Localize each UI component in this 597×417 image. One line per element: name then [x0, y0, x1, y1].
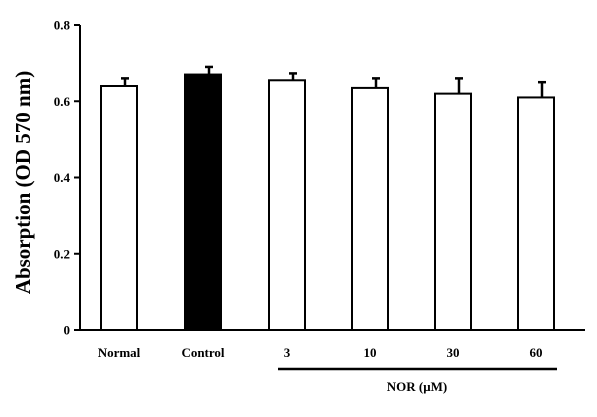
y-tick-label: 0.6	[54, 94, 71, 109]
y-tick-label: 0.2	[54, 246, 70, 261]
x-tick-label: 30	[447, 345, 460, 360]
category-labels: Normal Control 3 10 30 60	[98, 345, 543, 360]
bars	[100, 73, 555, 331]
y-axis-label: Absorption (OD 570 nm)	[11, 71, 35, 294]
bar-60	[517, 96, 555, 331]
y-tick-label: 0	[64, 323, 71, 338]
bar-normal	[100, 85, 138, 331]
bar-10	[351, 86, 389, 331]
x-tick-label: 10	[364, 345, 377, 360]
error-bars	[121, 65, 546, 98]
y-tick-label: 0.4	[54, 170, 71, 185]
x-tick-label: 60	[530, 345, 543, 360]
y-axis: 0 0.2 0.4 0.6 0.8	[54, 18, 81, 338]
x-tick-label: Control	[181, 345, 224, 360]
bar-3	[268, 79, 306, 331]
group-label: NOR (μM)	[387, 379, 447, 394]
x-tick-label: 3	[284, 345, 291, 360]
y-tick-label: 0.8	[54, 18, 71, 33]
group-annotation: NOR (μM)	[278, 367, 557, 394]
bar-control	[184, 73, 222, 331]
x-tick-label: Normal	[98, 345, 141, 360]
bar-30	[434, 92, 472, 331]
